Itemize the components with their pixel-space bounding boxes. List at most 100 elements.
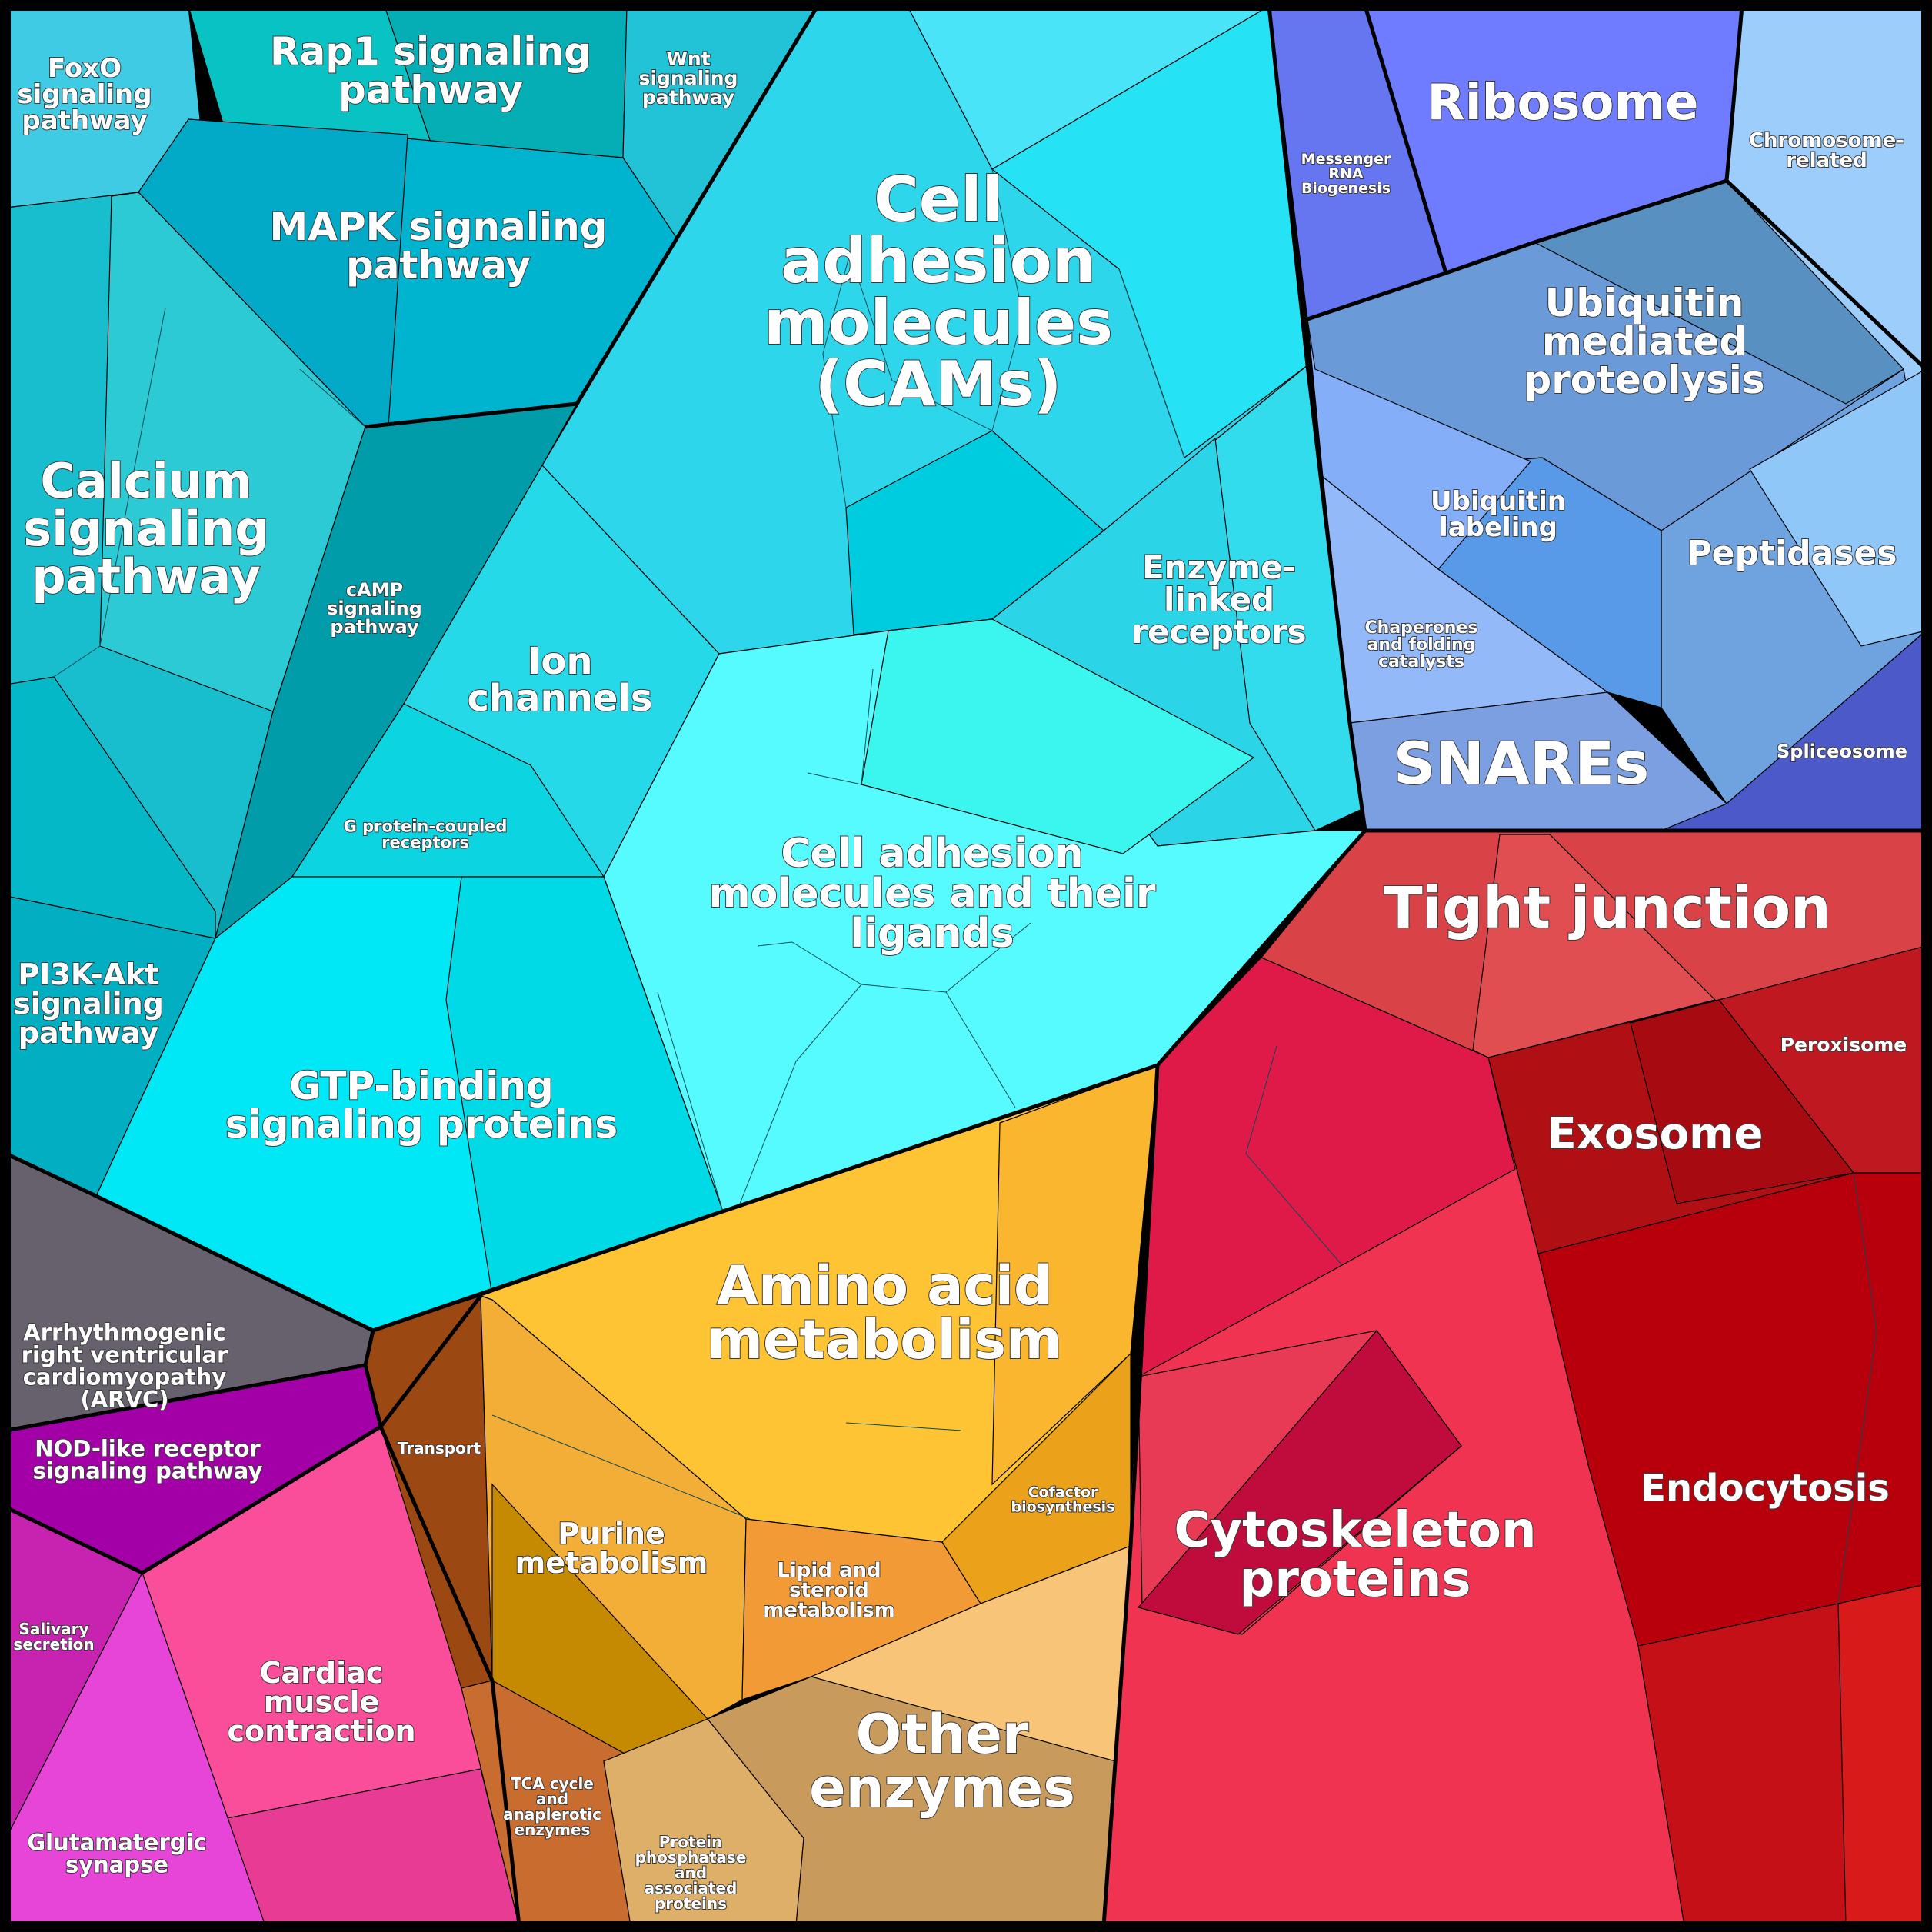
label-line: signaling proteins	[225, 1102, 618, 1147]
label-line: pathway	[346, 243, 531, 288]
label-line: Cofactor	[1028, 1484, 1098, 1501]
label-line: metabolism	[707, 1308, 1062, 1371]
label-line: mediated	[1542, 319, 1747, 364]
label-ubiquitin-lab: Ubiquitin labeling	[1431, 486, 1566, 543]
label-line: PI3K-Akt	[18, 958, 158, 991]
cell-cytoskeleton-sub3[interactable]	[1137, 1330, 1462, 1635]
label-spliceosome: Spliceosome	[1777, 741, 1907, 762]
label-line: Chromosome-	[1749, 129, 1904, 152]
label-line: Endocytosis	[1641, 1467, 1890, 1510]
label-mapk: MAPK signaling pathway	[270, 205, 608, 288]
label-line: receptors	[1131, 613, 1306, 651]
label-line: Cardiac	[260, 1656, 384, 1690]
label-line: Ribosome	[1427, 75, 1698, 132]
label-line: catalysts	[1378, 652, 1464, 671]
label-line: (CAMs)	[815, 348, 1062, 420]
label-line: anaplerotic	[503, 1805, 601, 1824]
label-line: synapse	[65, 1852, 168, 1878]
label-line: pathway	[32, 548, 261, 605]
label-enzyme-linked: Enzyme-linked receptors	[1131, 548, 1306, 651]
label-cams: Cell adhesion molecules (CAMs)	[764, 164, 1113, 420]
label-line: Cytoskeleton	[1174, 1502, 1536, 1559]
label-exosome: Exosome	[1547, 1109, 1764, 1159]
label-ion: Ion channels	[468, 640, 653, 720]
label-line: channels	[468, 677, 653, 720]
inner-divisions	[53, 168, 1877, 1604]
label-line: Biogenesis	[1301, 180, 1391, 197]
label-line: RNA	[1328, 165, 1364, 182]
label-line: pathway	[338, 68, 523, 112]
label-gtp: GTP-binding signaling proteins	[225, 1064, 618, 1147]
label-line: proteolysis	[1524, 358, 1764, 402]
cell-cams-ligands-sub[interactable]	[861, 618, 1255, 854]
label-line: enzymes	[515, 1820, 591, 1839]
label-line: Enzyme-	[1142, 548, 1296, 586]
label-line: linked	[1164, 581, 1274, 618]
label-glutamatergic: Glutamatergic synapse	[27, 1830, 206, 1878]
label-line: biosynthesis	[1011, 1498, 1114, 1515]
label-nod: NOD-like receptor signaling pathway	[33, 1436, 263, 1484]
label-line: pathway	[18, 1016, 159, 1050]
label-ubiquitin-prot: Ubiquitin mediated proteolysis	[1524, 281, 1764, 402]
label-wnt: Wnt signaling pathway	[639, 48, 738, 108]
cell-tight-sub[interactable]	[1472, 834, 1717, 1058]
label-line: and folding	[1367, 635, 1476, 655]
cell-chaperones-sub[interactable]	[1307, 318, 1531, 570]
cell-cams-sub2[interactable]	[991, 5, 1308, 458]
label-line: Messenger	[1301, 151, 1391, 168]
label-line: signaling pathway	[33, 1458, 263, 1484]
label-rap1: Rap1 signaling pathway	[270, 29, 591, 112]
label-line: steroid	[789, 1579, 869, 1602]
label-line: Peptidases	[1687, 534, 1897, 573]
label-line: ligands	[850, 911, 1014, 957]
label-purine: Purine metabolism	[515, 1517, 708, 1580]
label-line: Calcium	[40, 453, 251, 509]
cell-endocytosis-sub2[interactable]	[1837, 1584, 1927, 1927]
label-line: Arrhythmogenic	[23, 1320, 225, 1346]
label-line: Peroxisome	[1780, 1034, 1907, 1056]
label-cardiac: Cardiac muscle contraction	[227, 1656, 415, 1748]
label-line: proteins	[1240, 1551, 1471, 1608]
label-line: GTP-binding	[289, 1064, 554, 1108]
label-arvc: Arrhythmogenic right ventricular cardiomyo…	[22, 1320, 228, 1413]
label-line: metabolism	[515, 1546, 708, 1580]
label-line: SNAREs	[1394, 729, 1650, 798]
label-line: signaling	[327, 598, 422, 619]
label-line: right ventricular	[22, 1342, 228, 1368]
label-cofactor: Cofactor biosynthesis	[1011, 1484, 1114, 1515]
label-line: signaling	[639, 67, 738, 89]
label-phosphatase: Protein phosphatase and associated proteins	[635, 1833, 747, 1913]
label-line: Transport	[398, 1439, 481, 1457]
label-line: secretion	[13, 1635, 94, 1654]
label-line: labeling	[1439, 512, 1557, 543]
label-other-enzymes: Other enzymes	[809, 1703, 1075, 1820]
label-cytoskeleton: Cytoskeleton proteins	[1174, 1502, 1536, 1608]
label-tight: Tight junction	[1384, 875, 1831, 941]
label-line: Salivary	[18, 1620, 88, 1638]
label-lipid: Lipid and steroid metabolism	[763, 1559, 895, 1622]
label-endocytosis: Endocytosis	[1641, 1467, 1890, 1510]
label-line: signaling	[13, 987, 164, 1021]
label-line: Ubiquitin	[1431, 486, 1566, 517]
label-line: G protein-coupled	[344, 818, 508, 836]
label-line: associated	[645, 1879, 738, 1897]
label-line: Ubiquitin	[1545, 281, 1744, 325]
label-line: proteins	[655, 1894, 727, 1913]
label-line: metabolism	[763, 1599, 895, 1622]
label-line: related	[1786, 149, 1867, 172]
label-line: signaling	[23, 501, 269, 557]
label-line: signaling	[17, 79, 152, 110]
label-line: Cell adhesion	[781, 831, 1083, 877]
label-line: Wnt	[666, 48, 710, 70]
label-line: (ARVC)	[80, 1387, 168, 1413]
label-line: Ion	[527, 640, 592, 683]
label-line: Rap1 signaling	[270, 29, 591, 74]
label-line: and	[675, 1864, 707, 1882]
label-peroxisome: Peroxisome	[1780, 1034, 1907, 1056]
label-line: contraction	[227, 1714, 415, 1748]
label-line: TCA cycle	[511, 1774, 594, 1793]
label-line: Lipid and	[777, 1559, 881, 1582]
